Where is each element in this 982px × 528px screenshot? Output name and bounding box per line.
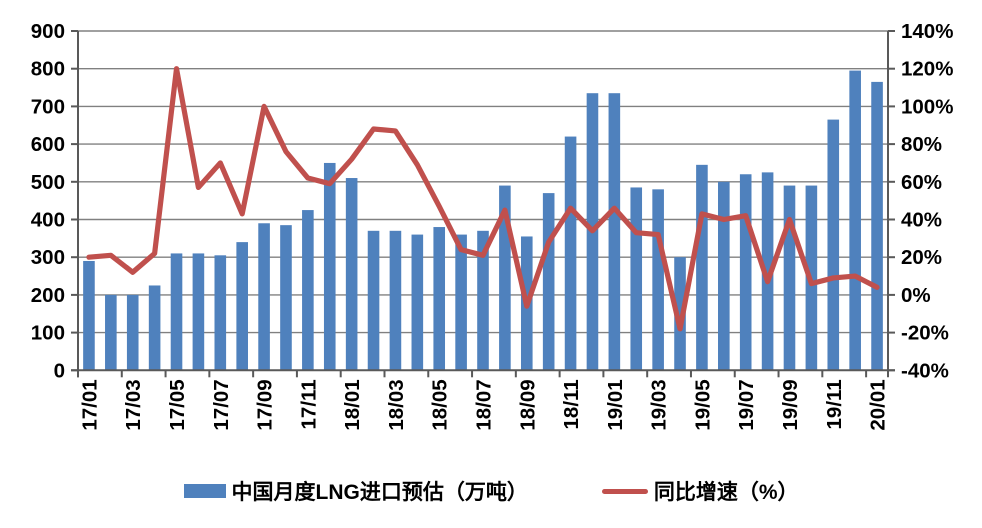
bar-18/10 — [542, 193, 555, 371]
bar-18/06 — [455, 234, 467, 371]
x-axis-label: 19/07 — [735, 379, 758, 430]
bar-18/11 — [564, 136, 577, 371]
bar-19/07 — [739, 174, 752, 371]
legend-item-bars: 中国月度LNG进口预估（万吨） — [183, 476, 528, 506]
left-axis-label: 800 — [31, 58, 65, 81]
bar-18/08 — [499, 185, 511, 371]
x-axis-label: 17/05 — [166, 379, 189, 430]
bar-20/01 — [871, 81, 883, 371]
bar-19/03 — [652, 189, 664, 371]
bar-18/05 — [433, 227, 446, 371]
x-axis-label: 17/11 — [297, 379, 320, 429]
bar-series-swatch — [183, 484, 226, 498]
x-axis-label: 18/11 — [560, 379, 583, 429]
left-axis-label: 100 — [31, 322, 65, 345]
bar-19/09 — [783, 185, 796, 371]
left-axis-label: 300 — [31, 246, 65, 269]
bar-19/08 — [761, 172, 774, 371]
x-axis-label: 17/09 — [254, 379, 277, 430]
right-axis-label: 140% — [901, 20, 953, 43]
bar-18/03 — [389, 230, 402, 371]
bar-19/01 — [608, 93, 621, 371]
bar-18/07 — [477, 230, 489, 371]
line-series-swatch — [601, 488, 648, 494]
right-axis-label: 20% — [901, 246, 942, 269]
bar-17/08 — [236, 242, 248, 371]
x-axis-label: 18/05 — [429, 379, 452, 430]
x-axis-label: 18/07 — [473, 379, 496, 430]
bar-19/04 — [674, 257, 686, 371]
left-axis-label: 900 — [31, 20, 65, 43]
legend-item-line: 同比增速（%） — [601, 476, 799, 506]
bar-17/04 — [148, 285, 161, 371]
bar-17/12 — [323, 162, 336, 371]
x-axis-label: 19/09 — [779, 379, 802, 430]
bar-19/02 — [630, 187, 643, 371]
x-axis-label: 18/03 — [385, 379, 408, 430]
x-axis-label: 20/01 — [867, 379, 890, 430]
left-axis-label: 500 — [31, 171, 65, 194]
bar-19/05 — [696, 164, 708, 371]
bar-series-label: 中国月度LNG进口预估（万吨） — [231, 481, 528, 504]
bar-17/10 — [280, 225, 292, 371]
bar-18/01 — [345, 178, 358, 371]
bar-19/11 — [827, 119, 840, 371]
x-axis-label: 17/01 — [78, 379, 101, 430]
bar-19/12 — [849, 70, 861, 371]
bar-19/06 — [718, 181, 730, 371]
right-axis-label: 120% — [901, 58, 953, 81]
x-axis-label: 19/01 — [604, 379, 627, 430]
right-axis-label: 0% — [901, 284, 931, 307]
growth-line — [86, 66, 880, 332]
x-axis-label: 19/03 — [648, 379, 671, 430]
x-axis-label: 17/07 — [210, 379, 233, 430]
left-axis-label: 0 — [54, 359, 65, 382]
bar-17/07 — [214, 255, 227, 371]
bar-18/04 — [411, 234, 424, 371]
bar-17/02 — [105, 294, 117, 371]
right-axis-label: 40% — [901, 209, 942, 232]
right-axis-label: 60% — [901, 171, 942, 194]
left-axis-label: 700 — [31, 95, 65, 118]
x-axis-label: 19/11 — [823, 379, 846, 429]
x-axis-label: 18/09 — [516, 379, 539, 430]
x-axis-label: 18/01 — [341, 379, 364, 430]
right-axis-label: 100% — [901, 95, 953, 118]
bar-17/06 — [192, 253, 205, 371]
bar-17/05 — [170, 253, 183, 371]
right-axis-label: 80% — [901, 133, 942, 156]
line-series-label: 同比增速（%） — [653, 481, 799, 504]
bar-17/01 — [83, 260, 95, 371]
bar-18/02 — [367, 230, 380, 371]
x-axis-label: 19/05 — [691, 379, 714, 430]
legend: 中国月度LNG进口预估（万吨） 同比增速（%） — [0, 474, 982, 508]
left-axis-label: 600 — [31, 133, 65, 156]
right-axis-label: -40% — [901, 359, 949, 382]
right-axis-label: -20% — [901, 322, 949, 345]
bar-17/09 — [258, 223, 270, 371]
left-axis-label: 400 — [31, 209, 65, 232]
x-axis-label: 17/03 — [122, 379, 145, 430]
lng-import-chart: 0 100 200 300 400 500 600 700 800 900 -40% -20% 0% 20… — [31, 20, 954, 431]
bar-17/11 — [302, 210, 314, 371]
bar-17/03 — [126, 294, 139, 371]
left-axis-label: 200 — [31, 284, 65, 307]
